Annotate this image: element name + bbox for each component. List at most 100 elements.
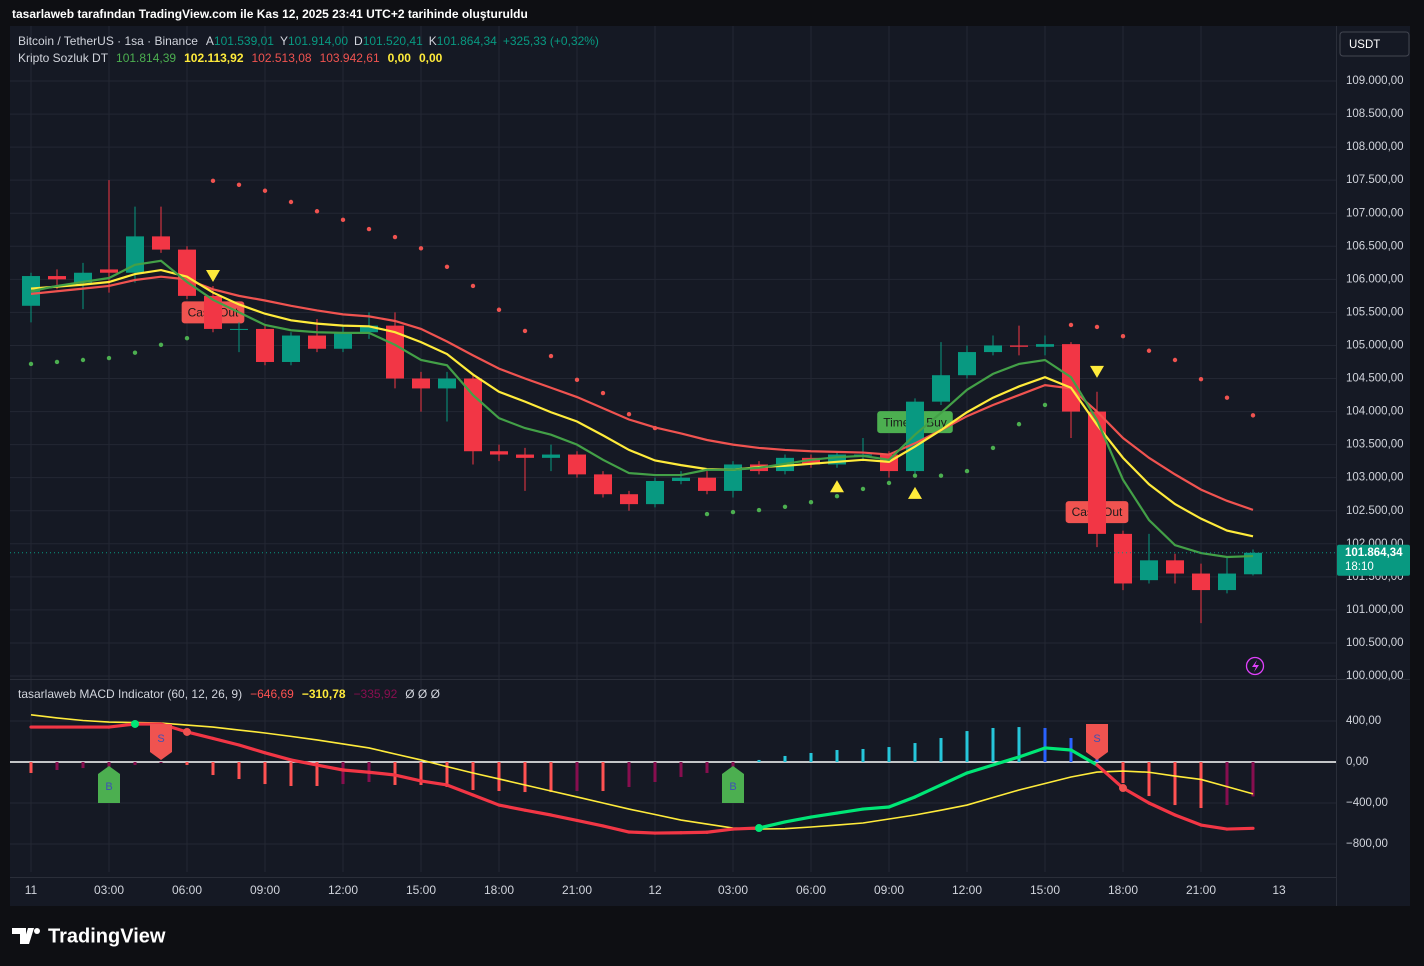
histogram-bar	[601, 762, 605, 792]
ohlc-value: 101.520,41	[363, 34, 423, 48]
candle-body	[1218, 573, 1236, 591]
candle-body	[152, 236, 170, 250]
sar-dot	[626, 412, 632, 417]
candle-body	[100, 269, 118, 273]
y-tick-label: 400,00	[1346, 715, 1381, 727]
signal-flag	[722, 766, 744, 803]
macd-line-segment	[1199, 823, 1229, 831]
sar-dot	[808, 499, 814, 505]
macd-legend-value: Ø Ø Ø	[405, 687, 440, 701]
candle-body	[984, 345, 1002, 353]
candle-body	[438, 378, 456, 389]
ohlc-value: 101.914,00	[288, 34, 348, 48]
indicator-value: 102.513,08	[252, 51, 312, 65]
chart-area	[10, 26, 1410, 906]
signal-flag-text: S	[1093, 733, 1100, 745]
macd-line-segment	[367, 770, 397, 777]
x-tick-label: 06:00	[796, 883, 826, 897]
candle-body	[334, 332, 352, 349]
ohlc-value: 101.539,01	[214, 34, 274, 48]
macd-legend-value: −310,78	[302, 687, 346, 701]
signal-flag	[98, 766, 120, 803]
x-tick-label: 06:00	[172, 883, 202, 897]
macd-line-segment	[237, 743, 267, 755]
macd-legend-value: −646,69	[250, 687, 294, 701]
histogram-bar	[185, 762, 189, 765]
ohlc-key: D	[354, 34, 363, 48]
x-tick-label: 18:00	[484, 883, 514, 897]
histogram-bar	[835, 750, 839, 763]
sar-dot	[210, 178, 216, 184]
candle-body	[490, 451, 508, 455]
macd-line-segment	[1147, 801, 1177, 817]
candle-body	[1244, 552, 1262, 575]
macd-line-segment	[1173, 813, 1203, 827]
sar-dot	[1016, 421, 1022, 427]
macd-line-segment	[835, 807, 865, 815]
histogram-bar	[133, 762, 137, 765]
lightning-bolt[interactable]	[1252, 660, 1259, 672]
lightning-circle[interactable]	[1245, 656, 1265, 676]
histogram-bar	[1043, 727, 1047, 763]
signal-flag-text: B	[105, 781, 112, 793]
candle-body	[516, 454, 534, 458]
candle-body	[594, 474, 612, 495]
macd-line-segment	[601, 824, 631, 834]
y-tick-label: 100.000,00	[1346, 670, 1404, 682]
macd-line-segment	[289, 758, 319, 767]
sar-dot	[652, 425, 658, 431]
candle-body	[48, 276, 66, 280]
candle-body	[672, 477, 690, 481]
brand-name: TradingView	[48, 925, 166, 947]
macd-line-segment	[445, 783, 475, 797]
sar-dot	[106, 355, 112, 361]
x-tick-label: 15:00	[406, 883, 436, 897]
candle-body	[412, 378, 430, 389]
candle-body	[828, 454, 846, 465]
x-tick-label: 09:00	[874, 883, 904, 897]
macd-line-segment	[783, 815, 813, 824]
candle-body	[360, 325, 378, 333]
candle-body	[568, 454, 586, 475]
histogram-bar	[341, 762, 345, 785]
cross-dot	[131, 719, 139, 728]
histogram-bar	[497, 762, 501, 792]
brand-icon	[12, 928, 34, 944]
histogram-bar	[315, 762, 319, 786]
macd-line-segment	[705, 827, 735, 834]
candle-body	[464, 378, 482, 452]
macd-title: tasarlaweb MACD Indicator (60, 12, 26, 9…	[18, 687, 242, 701]
macd-line-segment	[185, 730, 215, 741]
macd-line-segment	[393, 773, 423, 783]
sar-dot	[80, 357, 86, 363]
histogram-bar	[549, 762, 553, 793]
currency-button[interactable]	[1339, 31, 1410, 57]
histogram-bar	[731, 762, 735, 769]
macd-line-segment	[341, 768, 371, 774]
histogram-bar	[809, 752, 813, 763]
lightning-icon[interactable]	[1245, 656, 1265, 676]
sar-dot	[886, 480, 892, 486]
candle-body	[646, 480, 664, 505]
sar-dot	[756, 507, 762, 513]
macd-line-segment	[939, 771, 969, 787]
x-tick-label: 12	[648, 883, 662, 897]
histogram-bar	[1199, 762, 1203, 809]
candle-body	[256, 328, 274, 362]
signal-triangle	[206, 270, 220, 283]
histogram-bar	[445, 762, 449, 788]
histogram-bar	[159, 762, 163, 764]
y-tick-label: 103.500,00	[1346, 439, 1404, 451]
macd-line-segment	[809, 811, 839, 819]
macd-line-segment	[757, 820, 787, 830]
candle-body	[230, 328, 248, 330]
x-tick-label: 11	[25, 883, 38, 897]
macd-line-segment	[887, 795, 917, 809]
cross-dot	[755, 824, 763, 833]
indicator-value: 102.113,92	[184, 51, 244, 65]
macd-line-segment	[471, 793, 501, 807]
ohlc-key: A	[206, 34, 214, 48]
candle-body	[308, 335, 326, 349]
